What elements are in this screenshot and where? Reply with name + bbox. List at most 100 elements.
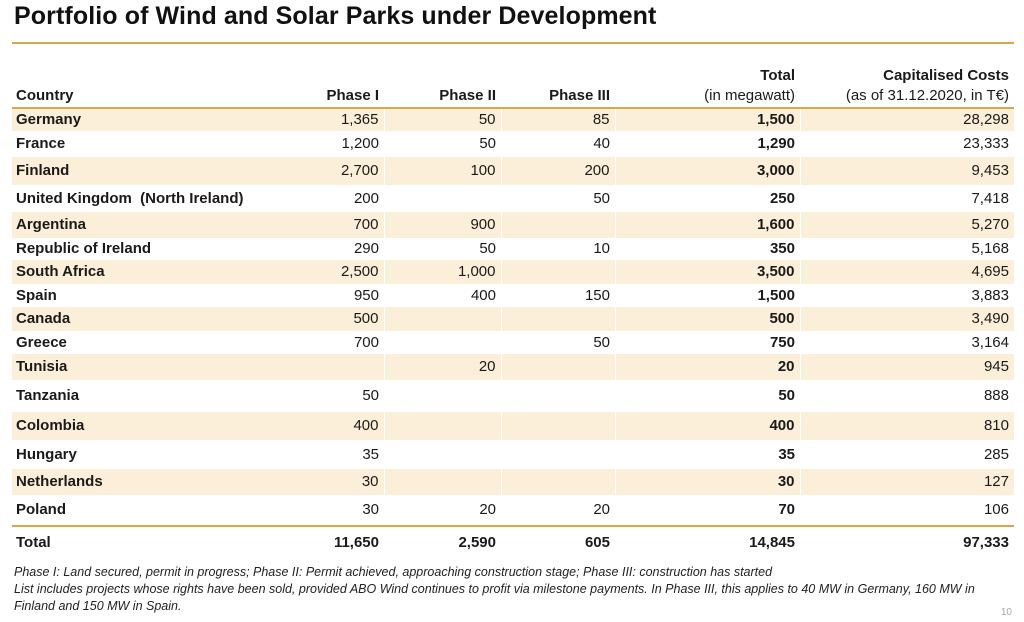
- phase-2-cell: 900: [384, 212, 502, 238]
- costs-cell: 3,490: [800, 307, 1014, 331]
- table-row: Colombia 400 400 810: [12, 412, 1014, 440]
- phase-1-cell: 700: [284, 212, 385, 238]
- country-cell: Spain: [16, 286, 57, 304]
- table-row: Argentina 700 900 1,600 5,270: [12, 212, 1014, 238]
- country-cell: Greece: [16, 333, 67, 351]
- total-cell: 1,290: [757, 135, 795, 152]
- country-cell: France: [16, 135, 66, 152]
- totals-phase-1: 11,650: [333, 533, 379, 551]
- table-row: South Africa 2,500 1,000 3,500 4,695: [12, 260, 1014, 284]
- phase-3-cell: 150: [584, 286, 610, 304]
- country-cell: Finland: [12, 157, 284, 185]
- phase-2-cell: 400: [470, 286, 496, 304]
- costs-cell: 4,695: [800, 260, 1014, 284]
- header-phase-1: Phase I: [326, 87, 379, 104]
- country-cell: Tanzania: [16, 387, 80, 404]
- costs-cell: 3,883: [971, 286, 1009, 304]
- total-cell: 1,600: [615, 212, 801, 238]
- country-cell: Hungary: [16, 445, 77, 463]
- country-cell: Tunisia: [12, 354, 284, 380]
- phase-3-cell: 85: [501, 108, 616, 131]
- phase-3-cell: [501, 212, 616, 238]
- table-header-row: Country Phase I Phase II Phase III Total…: [12, 64, 1014, 108]
- phase-3-cell: [501, 260, 616, 284]
- table-row: Germany 1,365 50 85 1,500 28,298: [12, 108, 1014, 131]
- total-cell: 3,500: [615, 260, 801, 284]
- phase-1-cell: 290: [353, 240, 379, 257]
- total-cell: 35: [778, 445, 795, 463]
- phase-2-cell: 50: [479, 135, 496, 152]
- phase-3-cell: 50: [593, 189, 610, 207]
- phase-1-cell: 700: [353, 333, 379, 351]
- totals-row: Total 11,650 2,590 605 14,845 97,333: [12, 526, 1014, 557]
- total-cell: 1,500: [757, 286, 795, 304]
- table-row: Spain 950 400 150 1,500 3,883: [12, 284, 1014, 307]
- phase-3-cell: 50: [593, 333, 610, 351]
- totals-label: Total: [16, 533, 51, 551]
- costs-cell: 7,418: [971, 189, 1009, 207]
- table-row: Finland 2,700 100 200 3,000 9,453: [12, 157, 1014, 185]
- total-cell: 70: [778, 501, 795, 518]
- phase-2-cell: [384, 380, 501, 412]
- table-row: France 1,200 50 40 1,290 23,333: [12, 131, 1014, 157]
- phase-1-cell: 30: [284, 469, 385, 495]
- table-row: United Kingdom (North Ireland) 200 50 25…: [12, 185, 1014, 212]
- total-cell: 50: [778, 387, 795, 404]
- phase-3-cell: 40: [593, 135, 610, 152]
- costs-cell: 5,270: [800, 212, 1014, 238]
- header-total-label: Total: [760, 67, 795, 84]
- country-cell: Colombia: [12, 412, 284, 440]
- table-body: Germany 1,365 50 85 1,500 28,298 France …: [12, 108, 1014, 526]
- costs-cell: 945: [800, 354, 1014, 380]
- country-cell: South Africa: [12, 260, 284, 284]
- totals-costs: 97,333: [963, 533, 1009, 551]
- phase-2-cell: 50: [479, 240, 496, 257]
- phase-1-cell: 1,200: [341, 135, 379, 152]
- phase-1-cell: [284, 354, 385, 380]
- country-cell: Netherlands: [12, 469, 284, 495]
- table-row: Republic of Ireland 290 50 10 350 5,168: [12, 238, 1014, 260]
- phase-2-cell: 1,000: [384, 260, 502, 284]
- phase-2-cell: 50: [384, 108, 502, 131]
- header-phase-3: Phase III: [549, 87, 610, 104]
- costs-cell: 28,298: [800, 108, 1014, 131]
- phase-3-cell: [501, 354, 616, 380]
- costs-cell: 888: [983, 387, 1009, 404]
- phase-3-cell: [501, 440, 615, 469]
- phase-2-cell: [384, 412, 502, 440]
- table-row: Poland 30 20 20 70 106: [12, 495, 1014, 526]
- total-cell: 500: [615, 307, 801, 331]
- phase-3-cell: [501, 412, 616, 440]
- total-cell: 1,500: [615, 108, 801, 131]
- totals-phase-3: 605: [584, 533, 610, 551]
- phase-2-cell: [384, 440, 501, 469]
- country-cell: Republic of Ireland: [16, 240, 152, 257]
- header-capitalised-costs: Capitalised Costs (as of 31.12.2020, in …: [800, 64, 1014, 108]
- country-cell: Canada: [12, 307, 284, 331]
- phase-3-cell: 10: [593, 240, 610, 257]
- phase-2-cell: [384, 307, 502, 331]
- costs-cell: 285: [983, 445, 1009, 463]
- costs-cell: 127: [800, 469, 1014, 495]
- header-country: Country: [16, 87, 74, 104]
- phase-3-cell: [501, 380, 615, 412]
- portfolio-table: Country Phase I Phase II Phase III Total…: [12, 64, 1014, 557]
- country-cell: Germany: [12, 108, 284, 131]
- costs-cell: 810: [800, 412, 1014, 440]
- total-cell: 750: [769, 333, 795, 351]
- table-row: Canada 500 500 3,490: [12, 307, 1014, 331]
- costs-cell: 5,168: [971, 240, 1009, 257]
- country-cell: Argentina: [12, 212, 284, 238]
- phase-3-cell: [501, 307, 616, 331]
- phase-3-cell: 200: [501, 157, 616, 185]
- table-row: Greece 700 50 750 3,164: [12, 331, 1014, 354]
- costs-cell: 3,164: [971, 333, 1009, 351]
- totals-phase-2: 2,590: [458, 533, 496, 551]
- phase-2-cell: 20: [384, 354, 502, 380]
- country-cell: Poland: [16, 501, 67, 518]
- phase-1-cell: 2,700: [284, 157, 385, 185]
- phase-2-cell: [384, 331, 501, 354]
- phase-1-cell: 500: [284, 307, 385, 331]
- costs-cell: 9,453: [800, 157, 1014, 185]
- header-total-unit: (in megawatt): [704, 87, 795, 104]
